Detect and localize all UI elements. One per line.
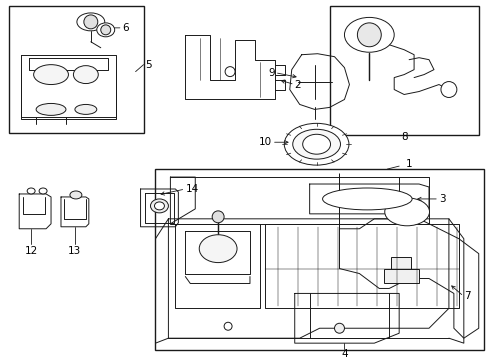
Ellipse shape (284, 123, 348, 165)
Ellipse shape (39, 188, 47, 194)
Circle shape (101, 25, 110, 35)
Text: 14: 14 (185, 184, 198, 194)
Ellipse shape (70, 191, 81, 199)
Ellipse shape (384, 198, 428, 226)
Bar (155, 169, 483, 350)
Text: 6: 6 (122, 23, 129, 33)
Bar (329, 6, 478, 135)
Bar (390, 257, 410, 269)
Text: 7: 7 (463, 291, 469, 301)
Ellipse shape (27, 188, 35, 194)
Ellipse shape (199, 235, 237, 262)
Circle shape (212, 211, 224, 223)
Ellipse shape (150, 199, 168, 213)
Ellipse shape (36, 103, 66, 116)
Text: 9: 9 (267, 68, 274, 78)
Circle shape (224, 322, 232, 330)
Text: 13: 13 (68, 246, 81, 256)
Text: 2: 2 (294, 80, 301, 90)
Circle shape (440, 82, 456, 98)
Text: 5: 5 (145, 60, 152, 69)
Bar (384, 269, 418, 283)
Text: 4: 4 (341, 349, 347, 359)
Text: 10: 10 (258, 137, 271, 147)
Text: 1: 1 (405, 159, 411, 169)
Circle shape (357, 23, 381, 47)
Ellipse shape (34, 65, 68, 85)
Ellipse shape (322, 188, 411, 210)
Circle shape (334, 323, 344, 333)
Text: 8: 8 (400, 132, 407, 142)
Ellipse shape (73, 66, 98, 84)
Ellipse shape (154, 202, 164, 210)
Ellipse shape (344, 17, 393, 52)
Circle shape (83, 15, 98, 29)
Text: 3: 3 (438, 194, 445, 204)
Ellipse shape (302, 134, 330, 154)
Bar (9, 6, 143, 133)
Ellipse shape (292, 129, 340, 159)
Ellipse shape (75, 104, 97, 114)
Ellipse shape (97, 23, 115, 37)
Text: 12: 12 (24, 246, 38, 256)
Ellipse shape (77, 13, 104, 31)
Circle shape (224, 67, 235, 77)
